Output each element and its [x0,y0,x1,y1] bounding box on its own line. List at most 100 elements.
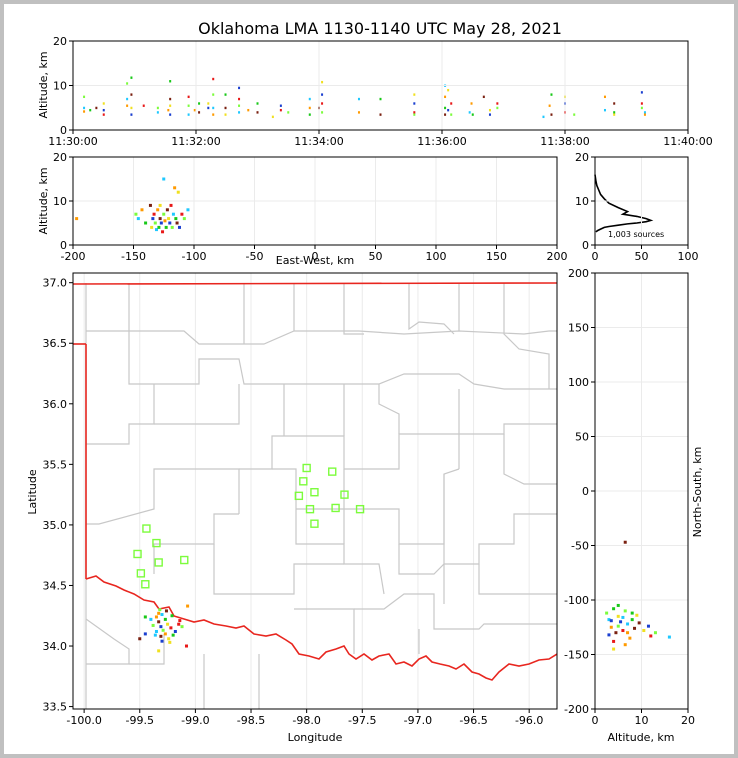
x-tick-label: 11:40:00 [663,135,712,148]
x-tick-label: -97.5 [348,714,376,727]
county-line [296,508,345,544]
source-point [138,637,142,641]
x-tick-label: 200 [547,250,568,263]
ns-altitude-ticks: 0 10 20 -200 -150 -100 -50 0 50 100 150 200 [564,267,695,727]
y-tick-label: 20 [53,35,67,48]
y-tick-label: -150 [564,649,589,662]
source-point [640,106,643,110]
x-tick-label: 0 [592,250,599,263]
source-point [212,113,215,116]
source-point [161,230,165,234]
source-point [169,104,172,107]
county-line [86,384,155,445]
x-tick-label: -100 [182,250,207,263]
source-point [444,106,447,110]
source-point [308,106,311,110]
plan-view-ylabel: Latitude [26,469,39,515]
x-tick-label: 20 [681,714,695,727]
source-point [357,111,360,114]
source-point [207,102,210,105]
county-line [85,618,130,665]
source-point [470,102,473,105]
altitude-histogram-line [594,174,654,233]
source-point [163,632,167,636]
plan-view-frame [72,272,558,710]
source-point [163,617,167,621]
y-tick-label: -200 [564,703,589,716]
county-line [272,468,385,595]
source-point [168,221,172,225]
source-point [573,113,576,116]
lma-station [152,538,161,548]
source-point [156,106,159,110]
source-point [548,104,551,107]
y-tick-label: 36.5 [43,337,68,350]
lma-station [154,558,163,567]
county-line [86,468,240,525]
ew-altitude-panel: -200 -150 -100 -50 0 50 100 150 200 0 10 20 Altitud… [37,151,568,267]
source-point [413,113,416,116]
source-point [630,618,634,622]
source-point [550,113,553,116]
source-point [633,626,637,630]
source-point [159,221,163,225]
source-point [256,111,259,114]
source-point [170,225,174,229]
x-tick-label: -97.0 [404,714,432,727]
source-point [163,219,167,223]
x-tick-label: -99.0 [181,714,209,727]
plan-view-ticks: -100.0 -99.5 -99.0 -98.5 -98.0 -97.5 -97.0 -96.… [43,277,544,727]
source-point [308,113,311,116]
source-point [152,212,156,216]
y-tick-label: 20 [53,151,67,164]
x-tick-label: -100.0 [66,714,101,727]
state-border-north [73,282,557,285]
source-point [413,111,416,114]
x-tick-label: 100 [426,250,447,263]
source-point [134,212,138,216]
source-point [640,102,643,105]
y-tick-label: 10 [53,195,67,208]
plan-view-panel: -100.0 -99.5 -99.0 -98.5 -98.0 -97.5 -97.0 -96.… [26,272,558,744]
source-point [156,208,160,212]
x-tick-label: -98.0 [292,714,320,727]
source-point [184,644,188,648]
x-tick-label: -50 [246,250,264,263]
x-tick-label: -96.5 [459,714,487,727]
source-point [159,625,163,629]
source-point [167,108,170,112]
source-point [102,113,105,116]
lma-station [299,477,308,486]
figure-frame: Oklahoma LMA 1130-1140 UTC May 28, 2021 … [4,4,734,754]
source-point [321,111,324,114]
lma-stations [133,463,365,589]
ew-altitude-sources [75,177,190,234]
source-point [169,626,173,630]
source-point [609,625,613,629]
source-point [613,113,616,116]
source-point [157,649,161,653]
county-line [86,330,557,345]
source-point [157,611,161,615]
county-line [343,283,364,335]
source-point [173,186,177,190]
source-point [621,615,625,619]
source-point [613,111,616,114]
source-point [321,102,324,105]
y-tick-label: -100 [564,594,589,607]
source-point [612,647,616,651]
source-point [162,212,166,216]
source-point [238,97,241,101]
source-point [177,622,181,626]
source-point [142,104,145,107]
source-point [165,208,169,212]
source-point [180,625,184,629]
source-point [616,624,620,628]
x-tick-label: 10 [635,714,649,727]
county-line [408,283,455,335]
source-point [224,113,227,116]
x-tick-label: 11:32:00 [171,135,220,148]
altitude-histogram-ticks: 0 50 100 0 10 20 [575,151,699,263]
source-point [126,82,129,85]
source-point [628,636,632,640]
